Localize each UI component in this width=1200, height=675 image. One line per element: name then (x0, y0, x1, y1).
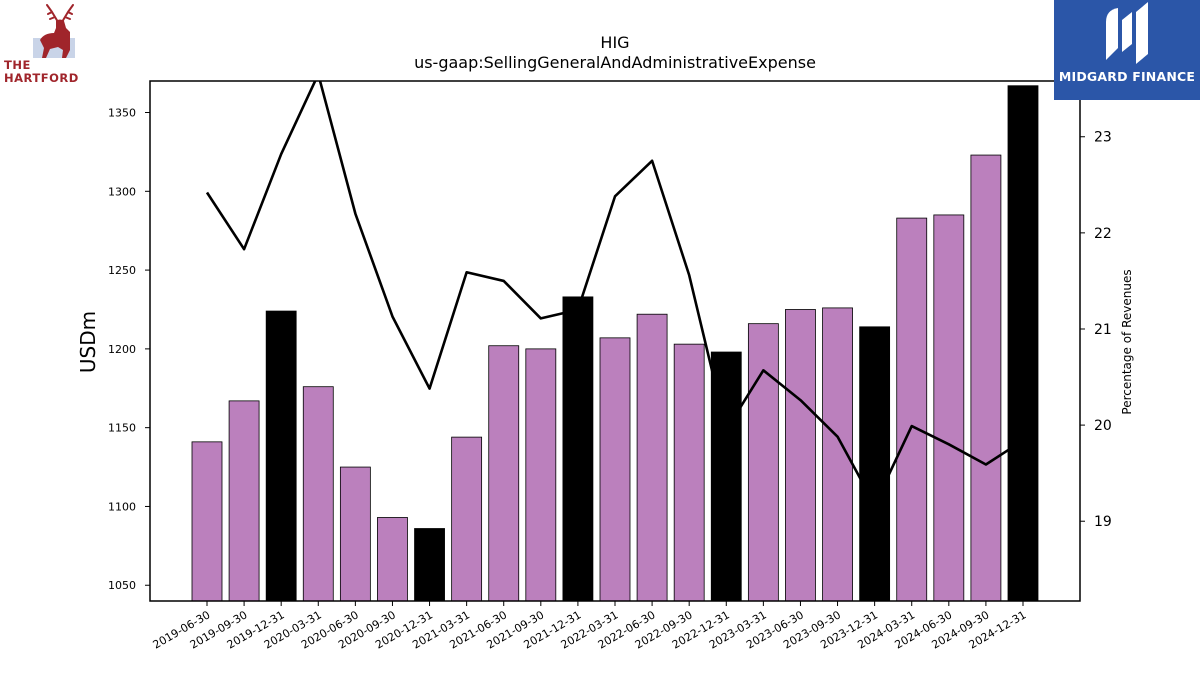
logo-text-the: THE (4, 58, 31, 72)
bar-2020-06-30 (339, 466, 371, 602)
bar-2019-12-31 (265, 310, 297, 602)
y-tick-label: 1200 (108, 343, 136, 356)
chart-title: HIG (600, 33, 629, 52)
x-axis: 2019-06-302019-09-302019-12-312020-03-31… (151, 601, 1029, 652)
bar-2022-09-30 (673, 343, 705, 602)
line-series (205, 81, 1024, 507)
y2-tick-label: 22 (1094, 226, 1112, 242)
midgard-logo: MIDGARD FINANCE (1054, 0, 1200, 100)
y2-tick-label: 21 (1094, 322, 1112, 338)
y-tick-label: 1050 (108, 579, 136, 592)
y-axis: 1050 1100 1150 1200 1250 1300 1350 (108, 107, 150, 592)
y2-tick-label: 19 (1094, 514, 1112, 530)
midgard-logo-text: MIDGARD FINANCE (1058, 69, 1196, 84)
y-tick-label: 1150 (108, 422, 136, 435)
bar-2021-03-31 (451, 436, 483, 602)
bar-2024-09-30 (970, 154, 1002, 602)
bar-2020-12-31 (414, 528, 445, 602)
bar-2019-06-30 (191, 441, 223, 602)
y-tick-label: 1300 (108, 185, 136, 198)
bar-2022-06-30 (636, 313, 668, 602)
chart-subtitle: us-gaap:SellingGeneralAndAdministrativeE… (414, 53, 816, 72)
bar-2020-03-31 (302, 386, 334, 602)
bar-2024-12-31 (1007, 85, 1039, 602)
logo-text-hartford: HARTFORD (4, 71, 79, 85)
y2-axis: 19 20 21 22 23 (1080, 130, 1112, 530)
stag-icon (33, 4, 75, 58)
percentage-line (205, 81, 1024, 507)
bar-2021-09-30 (525, 348, 557, 602)
bar-2024-03-31 (896, 217, 928, 602)
y2-axis-label: Percentage of Revenues (1120, 269, 1134, 414)
midgard-m-icon (1106, 2, 1148, 64)
y-tick-label: 1100 (108, 500, 136, 513)
bar-2021-12-31 (562, 296, 594, 602)
hartford-logo: THE HARTFORD (0, 0, 90, 90)
bar-2019-09-30 (228, 400, 260, 602)
bar-2021-06-30 (488, 345, 520, 602)
bar-2023-12-31 (859, 326, 891, 602)
bar-series (191, 85, 1039, 602)
bar-2023-06-30 (785, 309, 816, 602)
plot-frame (149, 80, 1081, 602)
y-tick-label: 1250 (108, 264, 136, 277)
bar-2022-03-31 (599, 337, 631, 602)
bar-2020-09-30 (377, 517, 408, 602)
y2-tick-label: 20 (1094, 418, 1112, 434)
bar-2024-06-30 (933, 214, 965, 602)
y-axis-label: USDm (76, 311, 100, 373)
y-tick-label: 1350 (108, 107, 136, 120)
y2-tick-label: 23 (1094, 130, 1112, 146)
bar-2023-03-31 (747, 323, 779, 602)
